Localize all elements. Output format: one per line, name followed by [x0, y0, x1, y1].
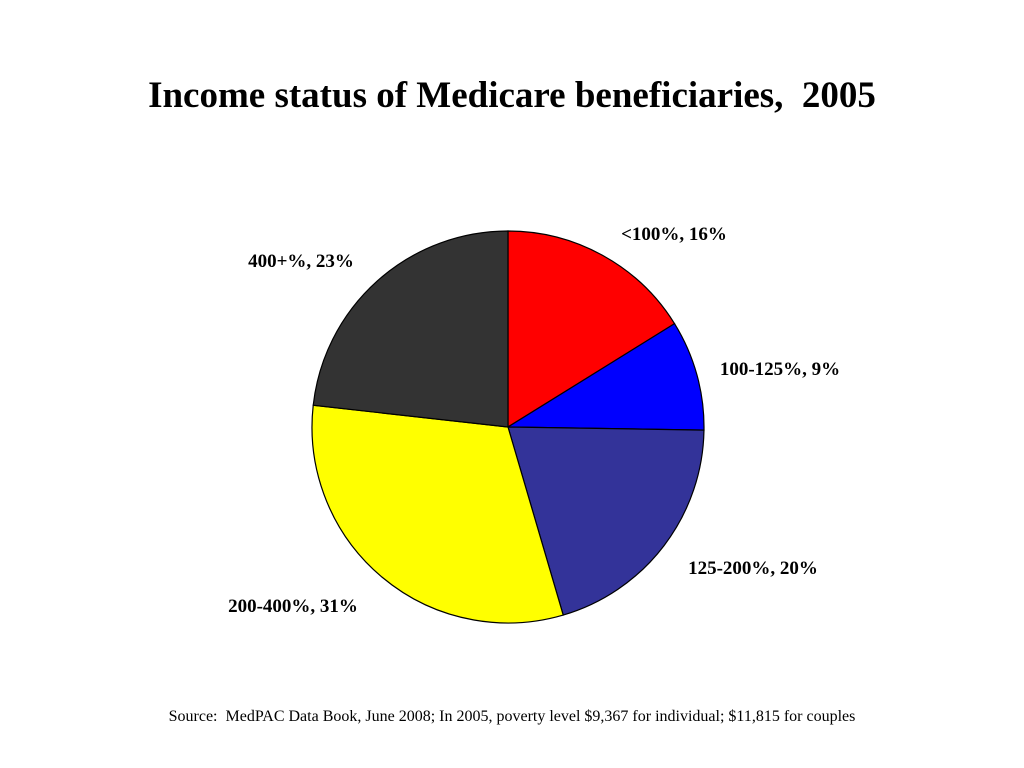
slice-label: <100%, 16%: [621, 224, 727, 245]
slice-label: 100-125%, 9%: [720, 359, 840, 380]
source-note: Source: MedPAC Data Book, June 2008; In …: [168, 708, 856, 725]
pie-labels: <100%, 16% 100-125%, 9% 125-200%, 20% 200-4…: [228, 224, 840, 617]
slice-label: 200-400%, 31%: [228, 596, 358, 617]
pie-slice-200-400: [311, 404, 564, 624]
pie-slice-400: [312, 230, 509, 428]
slice-label: 400+%, 23%: [248, 251, 354, 272]
pie-slices: [311, 230, 705, 624]
pie-slice-100-125: [505, 322, 705, 431]
pie-slice-125-200: [507, 426, 705, 616]
chart-title: Income status of Medicare beneficiaries,…: [148, 75, 876, 116]
pie-slice-100: [507, 230, 676, 429]
slice-label: 125-200%, 20%: [688, 558, 818, 579]
